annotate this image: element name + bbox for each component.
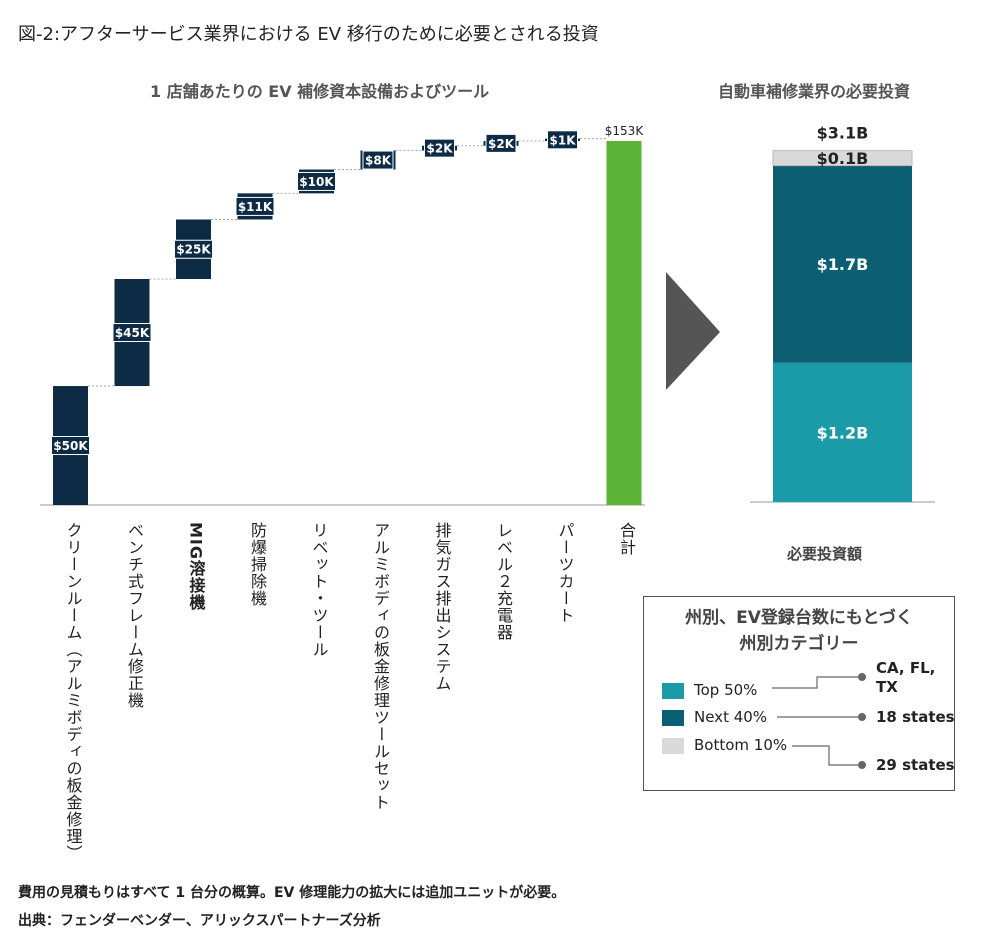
waterfall-value-label-5: $8K xyxy=(365,154,392,168)
legend-label-top50: Top 50% xyxy=(694,681,758,699)
waterfall-category-label-1: ベンチ式フレーム修正機 xyxy=(125,522,144,709)
transition-arrow xyxy=(666,272,720,390)
waterfall-category-label-4: リベット・ツール xyxy=(309,522,329,658)
legend-swatch-bottom10 xyxy=(662,738,684,754)
footnote-source: 出典：フェンダーベンダー、アリックスパートナーズ分析 xyxy=(18,913,381,929)
waterfall-value-label-1: $45K xyxy=(115,326,150,340)
legend-label-next40: Next 40% xyxy=(694,708,768,726)
legend-label-bottom10: Bottom 10% xyxy=(694,736,788,754)
waterfall-value-badge-3 xyxy=(235,196,275,216)
waterfall-category-label-2: MIG溶接機 xyxy=(186,522,206,612)
waterfall-value-badge-6 xyxy=(424,138,455,158)
waterfall-category-label-3: 防爆掃除機 xyxy=(248,522,267,607)
waterfall-value-label-9: $153K xyxy=(605,124,645,138)
legend-swatch-top50 xyxy=(662,683,684,699)
waterfall-category-label-9: 合計 xyxy=(617,522,636,556)
waterfall-value-label-8: $1K xyxy=(550,133,577,147)
legend-dot-top50 xyxy=(858,673,866,681)
stacked-segment-label-2: $0.1B xyxy=(817,149,869,168)
waterfall-category-label-0: クリーンルーム（アルミボディの板金修理） xyxy=(63,522,83,862)
waterfall-value-badge-1 xyxy=(112,323,152,343)
stacked-segment-label-1: $1.7B xyxy=(817,255,869,274)
legend-connector-bottom10 xyxy=(792,745,862,766)
waterfall-category-label-8: パーツカート xyxy=(555,522,575,624)
legend-title-line1: 州別、EV登録台数にもとづく xyxy=(685,608,913,628)
waterfall-value-label-0: $50K xyxy=(53,439,88,453)
waterfall-value-label-3: $11K xyxy=(238,200,273,214)
stacked-chart-xlabel: 必要投資額 xyxy=(787,545,863,563)
legend-desc-next40: 18 states xyxy=(876,708,955,726)
legend: 州別、EV登録台数にもとづく 州別カテゴリー Top 50% Next 40% … xyxy=(643,596,955,791)
footnote-estimate: 費用の見積もりはすべて 1 台分の概算。EV 修理能力の拡大には追加ユニットが必… xyxy=(18,885,566,901)
waterfall-value-label-7: $2K xyxy=(488,137,515,151)
legend-connector-top50 xyxy=(772,676,862,689)
waterfall-category-label-7: レベル２充電器 xyxy=(494,522,513,641)
waterfall-value-badge-7 xyxy=(485,133,517,153)
waterfall-value-label-4: $10K xyxy=(299,175,334,189)
legend-swatch-next40 xyxy=(662,710,684,726)
legend-connectors xyxy=(772,673,866,769)
waterfall-chart-title: 1 店舗あたりの EV 補修資本設備およびツール xyxy=(150,82,490,101)
waterfall-category-label-5: アルミボディの板金修理ツールセット xyxy=(371,522,390,811)
figure-title: 図-2:アフターサービス業界における EV 移行のために必要とされる投資 xyxy=(18,24,599,45)
stacked-chart-title: 自動車補修業界の必要投資 xyxy=(718,82,911,101)
waterfall-category-label-6: 排気ガス排出システム xyxy=(432,522,452,692)
stacked-segment-1 xyxy=(773,165,912,363)
legend-dot-bottom10 xyxy=(858,761,866,769)
waterfall-value-label-2: $25K xyxy=(176,243,211,257)
legend-desc-top50: CA, FL, TX xyxy=(876,659,935,697)
waterfall-value-badge-0 xyxy=(51,436,90,456)
waterfall-value-badge-2 xyxy=(174,239,213,259)
waterfall-value-badge-8 xyxy=(547,130,578,150)
waterfall-value-badge-5 xyxy=(362,150,394,170)
stacked-segment-2 xyxy=(772,150,913,167)
waterfall-value-badge-4 xyxy=(297,171,336,191)
legend-title-line2: 州別カテゴリー xyxy=(739,634,859,654)
stacked-segment-label-0: $1.2B xyxy=(817,423,869,442)
waterfall-bar-9 xyxy=(606,141,642,505)
legend-desc-top50-line2: TX xyxy=(876,678,898,696)
legend-desc-bottom10: 29 states xyxy=(876,756,955,774)
legend-dot-next40 xyxy=(858,713,866,721)
waterfall-value-label-6: $2K xyxy=(427,142,454,156)
legend-title: 州別、EV登録台数にもとづく 州別カテゴリー xyxy=(644,605,954,657)
stacked-total-label: $3.1B xyxy=(817,124,869,143)
stacked-segment-0 xyxy=(773,362,912,502)
legend-desc-top50-line1: CA, FL, xyxy=(876,659,936,677)
